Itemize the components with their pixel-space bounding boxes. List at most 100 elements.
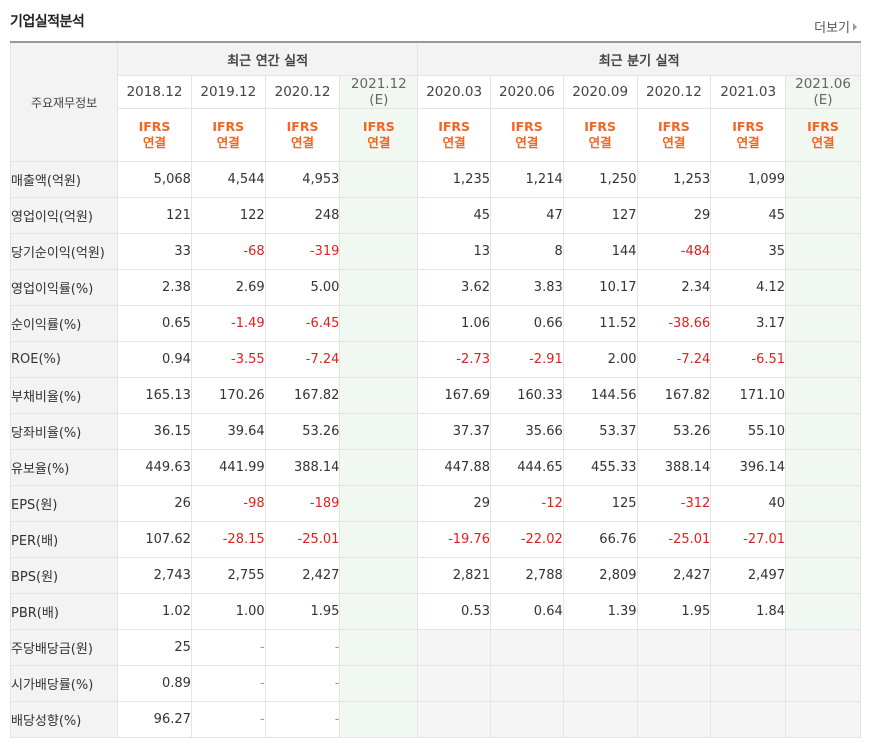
period-header: 2020.12 <box>264 75 341 109</box>
cell-value <box>339 161 419 198</box>
cell-value: 167.82 <box>264 377 341 414</box>
cell-value: 144 <box>562 233 638 270</box>
cell-value <box>785 521 861 558</box>
cell-value <box>339 305 419 342</box>
cell-value: 39.64 <box>190 413 266 450</box>
cell-value: -2.73 <box>417 341 491 378</box>
cell-value: - <box>190 629 266 666</box>
empty-cell <box>490 665 564 702</box>
cell-value: 388.14 <box>636 449 712 486</box>
row-label: 배당성향(%) <box>9 701 119 738</box>
cell-value <box>339 557 419 594</box>
cell-value <box>785 269 861 306</box>
cell-value: - <box>264 701 341 738</box>
cell-value: 107.62 <box>117 521 192 558</box>
empty-cell <box>490 629 564 666</box>
cell-value: -19.76 <box>417 521 491 558</box>
cell-value: 53.26 <box>636 413 712 450</box>
cell-value <box>339 413 419 450</box>
cell-value: 3.17 <box>710 305 787 342</box>
cell-value: 55.10 <box>710 413 787 450</box>
cell-value: 444.65 <box>490 449 564 486</box>
ifrs-badge: IFRS 연결 <box>636 108 712 162</box>
cell-value: 1.39 <box>562 593 638 630</box>
cell-value: 127 <box>562 197 638 234</box>
cell-value <box>785 485 861 522</box>
cell-value: 1,099 <box>710 161 787 198</box>
table-row: 유보율(%) 449.63 441.99 388.14 447.88 444.65 455.… <box>9 449 861 486</box>
cell-value: 170.26 <box>190 377 266 414</box>
cell-value <box>339 197 419 234</box>
empty-cell <box>562 701 638 738</box>
cell-value: 2,497 <box>710 557 787 594</box>
cell-value: 160.33 <box>490 377 564 414</box>
cell-value: - <box>264 629 341 666</box>
cell-value: 2,755 <box>190 557 266 594</box>
cell-value: -319 <box>264 233 341 270</box>
table-row: 당기순이익(억원) 33 -68 -319 13 8 144 -484 35 <box>9 233 861 270</box>
period-header: 2021.06 (E) <box>785 75 861 109</box>
cell-value: 2,743 <box>117 557 192 594</box>
cell-value: 2,427 <box>636 557 712 594</box>
more-link[interactable]: 더보기 <box>814 17 857 36</box>
cell-value: 4,953 <box>264 161 341 198</box>
cell-value: -6.45 <box>264 305 341 342</box>
period-header: 2021.12 (E) <box>339 75 419 109</box>
cell-value <box>785 341 861 378</box>
cell-value <box>339 593 419 630</box>
cell-value <box>785 557 861 594</box>
cell-value: - <box>264 665 341 702</box>
ifrs-badge: IFRS 연결 <box>417 108 491 162</box>
cell-value: 1.00 <box>190 593 266 630</box>
empty-cell <box>636 701 712 738</box>
period-header: 2020.12 <box>636 75 712 109</box>
table-row: 부채비율(%) 165.13 170.26 167.82 167.69 160.33 144… <box>9 377 861 414</box>
cell-value: -68 <box>190 233 266 270</box>
row-label: 영업이익률(%) <box>9 269 119 306</box>
cell-value: 2.69 <box>190 269 266 306</box>
empty-cell <box>417 701 491 738</box>
ifrs-badge: IFRS 연결 <box>117 108 192 162</box>
cell-value: -312 <box>636 485 712 522</box>
table-row: 시가배당률(%) 0.89- - <box>9 665 861 702</box>
cell-value <box>785 197 861 234</box>
cell-value: 4,544 <box>190 161 266 198</box>
ifrs-badge: IFRS 연결 <box>562 108 638 162</box>
cell-value: -3.55 <box>190 341 266 378</box>
ifrs-badge: IFRS 연결 <box>710 108 787 162</box>
chevron-right-icon <box>853 23 857 31</box>
cell-value: 167.69 <box>417 377 491 414</box>
cell-value: 455.33 <box>562 449 638 486</box>
cell-value: 66.76 <box>562 521 638 558</box>
ifrs-badge: IFRS 연결 <box>190 108 266 162</box>
cell-value: 1,235 <box>417 161 491 198</box>
cell-value: 122 <box>190 197 266 234</box>
row-label: ROE(%) <box>9 341 119 378</box>
empty-cell <box>636 665 712 702</box>
cell-value: 5,068 <box>117 161 192 198</box>
cell-value: 0.53 <box>417 593 491 630</box>
cell-value: -7.24 <box>636 341 712 378</box>
empty-cell <box>636 629 712 666</box>
table-row: 주당배당금(원) 25- - <box>9 629 861 666</box>
cell-value <box>785 449 861 486</box>
cell-value: 2,427 <box>264 557 341 594</box>
row-label: 당기순이익(억원) <box>9 233 119 270</box>
row-label-header: 주요재무정보 <box>9 41 119 162</box>
table-row: 영업이익률(%) 2.38 2.69 5.00 3.62 3.83 10.17 2.34 4.1… <box>9 269 861 306</box>
cell-value: -1.49 <box>190 305 266 342</box>
cell-value: 36.15 <box>117 413 192 450</box>
cell-value <box>339 233 419 270</box>
cell-value: 2.34 <box>636 269 712 306</box>
cell-value: 2.38 <box>117 269 192 306</box>
cell-value: 447.88 <box>417 449 491 486</box>
cell-value: 0.64 <box>490 593 564 630</box>
empty-cell <box>562 665 638 702</box>
row-label: PER(배) <box>9 521 119 558</box>
empty-cell <box>417 665 491 702</box>
table-row: EPS(원) 26 -98 -189 29 -12 125 -312 40 <box>9 485 861 522</box>
cell-value: 26 <box>117 485 192 522</box>
row-label: 부채비율(%) <box>9 377 119 414</box>
row-label: 시가배당률(%) <box>9 665 119 702</box>
cell-value: 1,253 <box>636 161 712 198</box>
